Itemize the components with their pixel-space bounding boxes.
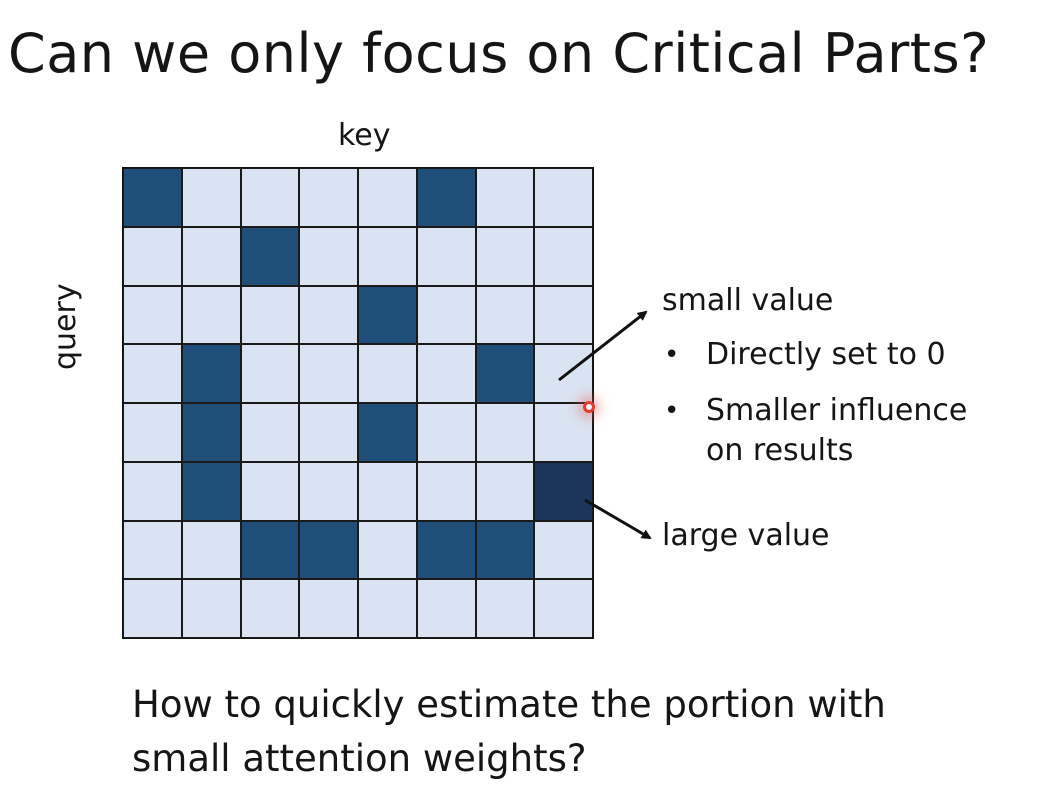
- matrix-cell-r0-c1: [181, 168, 241, 227]
- matrix-cell-r5-c4: [358, 461, 417, 521]
- matrix-cell-r4-c4: [358, 403, 417, 462]
- matrix-cell-r0-c3: [299, 168, 358, 227]
- slide-question: How to quickly estimate the portion with…: [132, 683, 886, 780]
- note-item: • Smaller influence on results: [662, 391, 1006, 471]
- matrix-cell-r7-c7: [534, 579, 593, 638]
- matrix-cell-r1-c3: [299, 226, 358, 286]
- matrix-cell-r3-c1: [181, 344, 241, 403]
- matrix-cell-r6-c5: [416, 520, 476, 580]
- matrix-cell-r0-c7: [534, 168, 593, 227]
- matrix-cell-r2-c1: [181, 285, 241, 345]
- matrix-cell-r7-c4: [358, 579, 417, 638]
- note-text: Directly set to 0: [706, 337, 946, 372]
- matrix-cell-r4-c6: [475, 403, 535, 462]
- large-value-arrow: [584, 498, 652, 540]
- matrix-cell-r2-c6: [475, 285, 535, 345]
- bullet-icon: •: [664, 396, 680, 426]
- small-value-label: small value: [662, 283, 834, 318]
- matrix-cell-r5-c3: [299, 461, 358, 521]
- matrix-cell-r1-c0: [123, 226, 182, 286]
- matrix-cell-r6-c7: [534, 520, 593, 580]
- bullet-icon: •: [664, 340, 680, 370]
- matrix-cell-r2-c5: [416, 285, 476, 345]
- matrix-cell-r0-c2: [240, 168, 300, 227]
- matrix-cell-r1-c6: [475, 226, 535, 286]
- note-item: • Directly set to 0: [662, 335, 1006, 375]
- matrix-cell-r3-c5: [416, 344, 476, 403]
- matrix-cell-r5-c5: [416, 461, 476, 521]
- matrix-cell-r7-c2: [240, 579, 300, 638]
- matrix-cell-r2-c7: [534, 285, 593, 345]
- matrix-cell-r1-c5: [416, 226, 476, 286]
- matrix-cell-r1-c7: [534, 226, 593, 286]
- matrix-cell-r5-c2: [240, 461, 300, 521]
- matrix-cell-r4-c3: [299, 403, 358, 462]
- matrix-cell-r4-c5: [416, 403, 476, 462]
- small-value-arrow: [558, 310, 648, 382]
- matrix-cell-r2-c4: [358, 285, 417, 345]
- matrix-cell-r2-c0: [123, 285, 182, 345]
- matrix-cell-r1-c2: [240, 226, 300, 286]
- matrix-cell-r5-c7: [534, 461, 593, 521]
- matrix-cell-r1-c1: [181, 226, 241, 286]
- matrix-cell-r6-c0: [123, 520, 182, 580]
- matrix-cell-r4-c1: [181, 403, 241, 462]
- matrix-cell-r1-c4: [358, 226, 417, 286]
- matrix-cell-r4-c2: [240, 403, 300, 462]
- matrix-cell-r0-c0: [123, 168, 182, 227]
- matrix-cell-r6-c4: [358, 520, 417, 580]
- matrix-cell-r0-c5: [416, 168, 476, 227]
- matrix-cell-r5-c0: [123, 461, 182, 521]
- matrix-cell-r3-c3: [299, 344, 358, 403]
- matrix-cell-r3-c6: [475, 344, 535, 403]
- slide-title: Can we only focus on Critical Parts?: [8, 22, 990, 85]
- matrix-cell-r0-c6: [475, 168, 535, 227]
- matrix-cell-r3-c2: [240, 344, 300, 403]
- matrix-cell-r4-c0: [123, 403, 182, 462]
- attention-matrix: [122, 167, 594, 639]
- matrix-cell-r7-c6: [475, 579, 535, 638]
- matrix-cell-r0-c4: [358, 168, 417, 227]
- matrix-cell-r7-c5: [416, 579, 476, 638]
- matrix-cell-r6-c6: [475, 520, 535, 580]
- matrix-cell-r6-c1: [181, 520, 241, 580]
- matrix-cell-r6-c2: [240, 520, 300, 580]
- matrix-cell-r7-c0: [123, 579, 182, 638]
- matrix-cell-r7-c3: [299, 579, 358, 638]
- matrix-cell-r2-c3: [299, 285, 358, 345]
- matrix-cell-r5-c1: [181, 461, 241, 521]
- key-axis-label: key: [338, 118, 391, 153]
- matrix-cell-r4-c7: [534, 403, 593, 462]
- note-text: Smaller influence on results: [706, 393, 968, 468]
- matrix-cell-r3-c0: [123, 344, 182, 403]
- matrix-cell-r2-c2: [240, 285, 300, 345]
- small-value-notes: • Directly set to 0 • Smaller influence …: [662, 335, 1006, 487]
- large-value-label: large value: [662, 518, 830, 553]
- matrix-cell-r5-c6: [475, 461, 535, 521]
- matrix-cell-r7-c1: [181, 579, 241, 638]
- matrix-cell-r3-c7: [534, 344, 593, 403]
- matrix-cell-r6-c3: [299, 520, 358, 580]
- matrix-cell-r3-c4: [358, 344, 417, 403]
- pointer-cursor-icon: [583, 401, 595, 413]
